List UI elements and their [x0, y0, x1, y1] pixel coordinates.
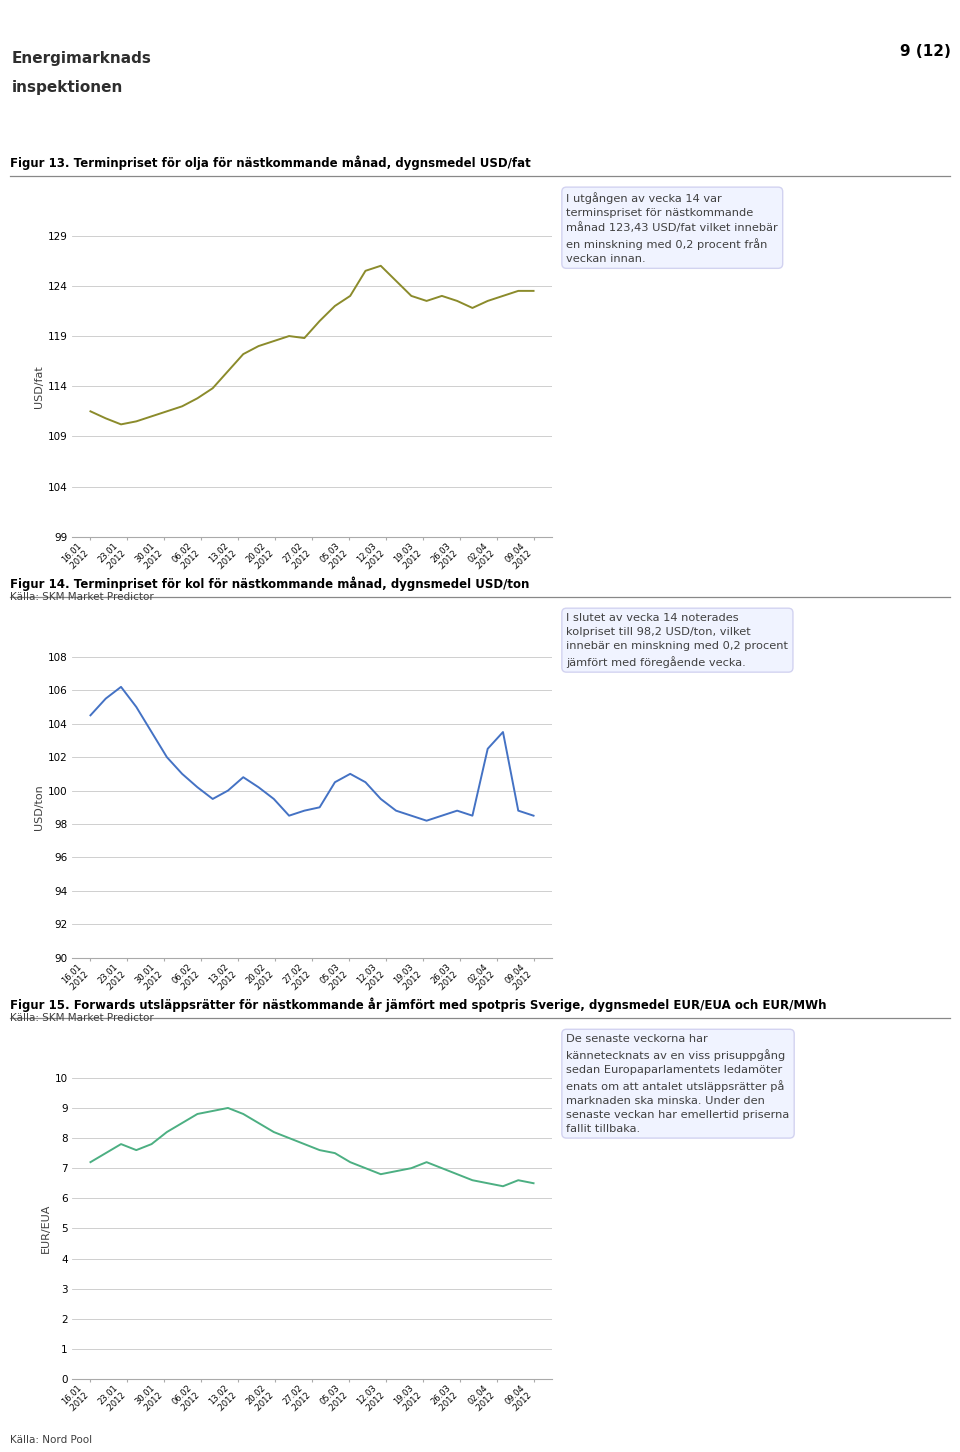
Text: Källa: SKM Market Predictor: Källa: SKM Market Predictor — [10, 592, 154, 603]
Text: 9 (12): 9 (12) — [900, 44, 950, 58]
Y-axis label: USD/ton: USD/ton — [34, 784, 44, 831]
Y-axis label: EUR/EUA: EUR/EUA — [40, 1204, 51, 1253]
Text: I utgången av vecka 14 var
terminspriset för nästkommande
månad 123,43 USD/fat v: I utgången av vecka 14 var terminspriset… — [566, 192, 779, 264]
Text: Figur 14. Terminpriset för kol för nästkommande månad, dygnsmedel USD/ton: Figur 14. Terminpriset för kol för nästk… — [10, 576, 529, 591]
Text: Energimarknads: Energimarknads — [12, 51, 152, 65]
Text: Källa: SKM Market Predictor: Källa: SKM Market Predictor — [10, 1013, 154, 1024]
Text: inspektionen: inspektionen — [12, 80, 123, 94]
Text: Figur 13. Terminpriset för olja för nästkommande månad, dygnsmedel USD/fat: Figur 13. Terminpriset för olja för näst… — [10, 155, 530, 170]
Y-axis label: USD/fat: USD/fat — [34, 364, 44, 408]
Text: I slutet av vecka 14 noterades
kolpriset till 98,2 USD/ton, vilket
innebär en mi: I slutet av vecka 14 noterades kolpriset… — [566, 613, 788, 668]
Text: Källa: Nord Pool: Källa: Nord Pool — [10, 1435, 92, 1445]
Text: Figur 15. Forwards utsläppsrätter för nästkommande år jämfört med spotpris Sveri: Figur 15. Forwards utsläppsrätter för nä… — [10, 998, 827, 1012]
Text: De senaste veckorna har
kännetecknats av en viss prisuppgång
sedan Europaparlame: De senaste veckorna har kännetecknats av… — [566, 1034, 790, 1134]
